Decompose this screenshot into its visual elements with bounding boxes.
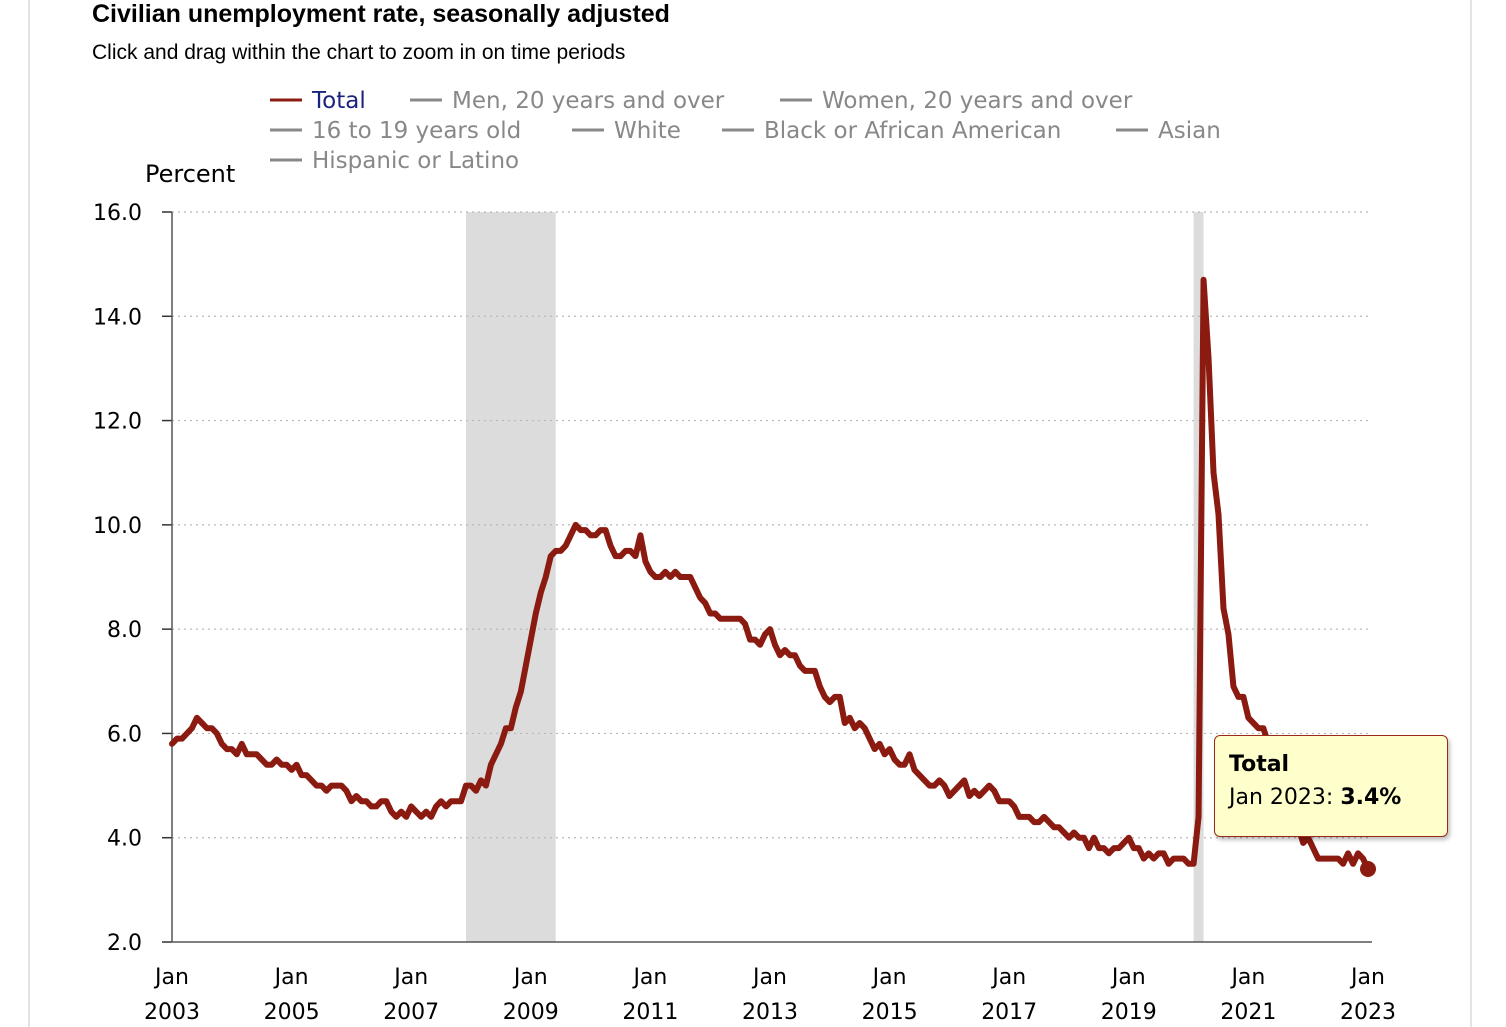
x-tick-month: Jan xyxy=(751,965,787,990)
legend-item[interactable]: Total xyxy=(270,88,366,114)
x-tick-label: Jan 2007 xyxy=(383,965,439,1025)
x-tick-month: Jan xyxy=(990,965,1026,990)
x-tick-year: 2011 xyxy=(622,1000,678,1025)
data-tooltip: Total Jan 2023: 3.4% xyxy=(1214,735,1448,837)
series-line-total[interactable] xyxy=(169,276,1371,872)
recession-band-1 xyxy=(466,212,556,942)
legend-item[interactable]: White xyxy=(572,118,681,144)
x-tick-label: Jan 2013 xyxy=(742,965,798,1025)
x-tick-label: Jan 2023 xyxy=(1340,965,1396,1025)
tooltip-detail: Jan 2023: 3.4% xyxy=(1229,785,1447,810)
y-tick-label: 12.0 xyxy=(93,410,142,435)
legend-item[interactable]: Men, 20 years and over xyxy=(410,88,725,114)
series-layer xyxy=(169,276,1376,877)
x-tick-label: Jan 2005 xyxy=(264,965,320,1025)
x-tick-month: Jan xyxy=(392,965,428,990)
x-tick-month: Jan xyxy=(1110,965,1146,990)
x-tick-label: Jan 2009 xyxy=(503,965,559,1025)
x-tick-label: Jan 2017 xyxy=(981,965,1037,1025)
y-tick-label: 2.0 xyxy=(107,931,142,956)
legend-label: Hispanic or Latino xyxy=(312,148,519,174)
right-frame-border xyxy=(1470,0,1472,1027)
x-tick-month: Jan xyxy=(1349,965,1385,990)
legend-item[interactable]: Asian xyxy=(1116,118,1221,144)
legend-label: Men, 20 years and over xyxy=(452,88,725,114)
legend-label: Asian xyxy=(1158,118,1221,144)
x-tick-month: Jan xyxy=(512,965,548,990)
x-tick-year: 2007 xyxy=(383,1000,439,1025)
left-frame-border xyxy=(28,0,30,1027)
legend-label: Women, 20 years and over xyxy=(822,88,1133,114)
x-tick-year: 2021 xyxy=(1220,1000,1276,1025)
hover-point-marker xyxy=(1360,861,1376,877)
x-tick-month: Jan xyxy=(1229,965,1265,990)
legend-item[interactable]: Black or African American xyxy=(722,118,1061,144)
y-tick-label: 16.0 xyxy=(93,201,142,226)
x-tick-year: 2023 xyxy=(1340,1000,1396,1025)
x-tick-label: Jan 2003 xyxy=(144,965,200,1025)
x-tick-label: Jan 2011 xyxy=(622,965,678,1025)
tooltip-date: Jan 2023 xyxy=(1229,785,1326,810)
x-tick-year: 2017 xyxy=(981,1000,1037,1025)
tooltip-separator: : xyxy=(1325,785,1341,810)
legend-item[interactable]: 16 to 19 years old xyxy=(270,118,521,144)
x-tick-year: 2015 xyxy=(862,1000,918,1025)
y-tick-label: 14.0 xyxy=(93,305,142,330)
gridlines xyxy=(172,211,1368,839)
x-tick-month: Jan xyxy=(273,965,309,990)
y-tick-label: 8.0 xyxy=(107,618,142,643)
recession-shading xyxy=(466,212,1204,942)
x-tick-label: Jan 2021 xyxy=(1220,965,1276,1025)
x-tick-month: Jan xyxy=(631,965,667,990)
legend-item[interactable]: Women, 20 years and over xyxy=(780,88,1133,114)
x-tick-year: 2005 xyxy=(264,1000,320,1025)
y-tick-label: 10.0 xyxy=(93,514,142,539)
x-tick-month: Jan xyxy=(153,965,189,990)
legend-label: Black or African American xyxy=(764,118,1061,144)
chart-title: Civilian unemployment rate, seasonally a… xyxy=(92,0,670,28)
x-tick-year: 2003 xyxy=(144,1000,200,1025)
y-tick-label: 6.0 xyxy=(107,722,142,747)
chart-subtitle: Click and drag within the chart to zoom … xyxy=(92,41,626,64)
y-tick-label: 4.0 xyxy=(107,827,142,852)
x-tick-year: 2009 xyxy=(503,1000,559,1025)
x-tick-month: Jan xyxy=(871,965,907,990)
tooltip-series-name: Total xyxy=(1229,752,1290,777)
x-tick-year: 2013 xyxy=(742,1000,798,1025)
legend-label: Total xyxy=(311,88,366,114)
x-tick-year: 2019 xyxy=(1101,1000,1157,1025)
y-axis-label: Percent xyxy=(145,160,235,188)
x-tick-label: Jan 2019 xyxy=(1101,965,1157,1025)
legend-item[interactable]: Hispanic or Latino xyxy=(270,148,519,174)
legend: Total Men, 20 years and over Women, 20 yea… xyxy=(270,88,1221,174)
legend-label: 16 to 19 years old xyxy=(312,118,521,144)
legend-label: White xyxy=(614,118,681,144)
x-tick-label: Jan 2015 xyxy=(862,965,918,1025)
tooltip-value: 3.4% xyxy=(1340,785,1402,810)
